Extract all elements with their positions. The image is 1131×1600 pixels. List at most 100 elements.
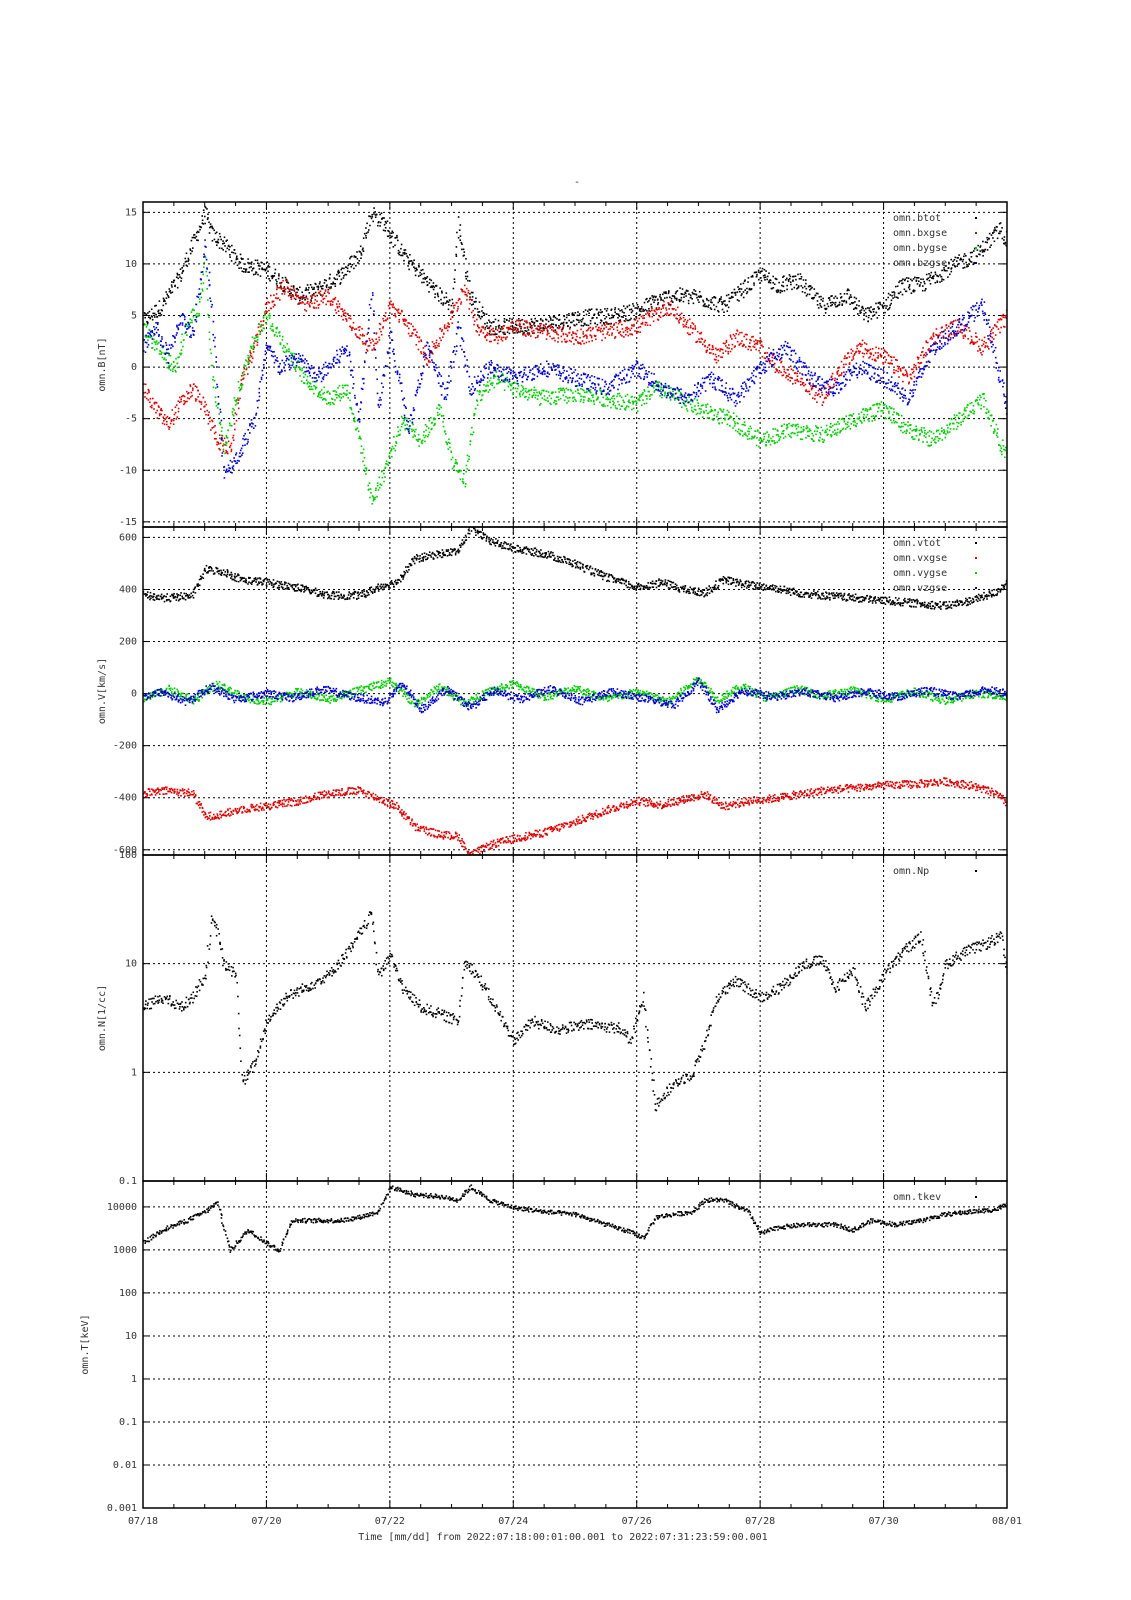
data-point — [966, 264, 968, 266]
data-point — [407, 256, 409, 259]
data-point — [885, 359, 887, 361]
data-point — [548, 332, 550, 335]
data-point — [425, 429, 427, 432]
data-point — [999, 222, 1002, 224]
data-point — [831, 372, 834, 375]
data-point — [466, 298, 468, 301]
data-point — [726, 310, 729, 312]
data-point — [579, 393, 581, 395]
data-point — [318, 303, 321, 306]
data-point — [418, 266, 420, 268]
data-point — [977, 244, 979, 247]
data-point — [746, 438, 749, 440]
data-point — [902, 367, 905, 369]
data-point — [488, 327, 491, 330]
data-point — [765, 360, 767, 362]
data-point — [654, 299, 656, 301]
data-point — [320, 300, 323, 302]
data-point — [342, 386, 344, 389]
data-point — [195, 303, 198, 306]
data-point — [806, 390, 809, 393]
data-point — [313, 302, 316, 304]
data-point — [674, 292, 677, 295]
data-point — [882, 361, 884, 364]
data-point — [766, 352, 769, 354]
data-point — [547, 320, 550, 323]
data-point — [829, 426, 831, 428]
data-point — [370, 342, 372, 344]
data-point — [638, 399, 641, 402]
data-point — [254, 417, 256, 419]
data-point — [1000, 447, 1002, 449]
data-point — [349, 256, 352, 258]
data-point — [721, 301, 723, 303]
data-point — [770, 437, 772, 440]
data-point — [925, 433, 928, 435]
data-point — [327, 288, 330, 291]
data-point — [619, 333, 622, 336]
data-point — [221, 455, 223, 457]
data-point — [459, 239, 461, 241]
data-point — [891, 291, 894, 294]
data-point — [997, 328, 1000, 330]
data-point — [652, 320, 655, 323]
data-point — [440, 330, 443, 332]
data-point — [459, 235, 462, 237]
data-point — [437, 295, 440, 298]
data-point — [769, 443, 772, 446]
data-point — [808, 428, 811, 430]
data-point — [742, 296, 745, 299]
data-point — [598, 314, 600, 316]
data-point — [820, 433, 822, 436]
data-point — [360, 445, 363, 448]
data-point — [751, 435, 753, 438]
data-point — [171, 419, 173, 421]
data-point — [176, 272, 179, 275]
data-point — [222, 448, 225, 451]
data-point — [217, 407, 219, 409]
data-point — [976, 399, 978, 401]
data-point — [762, 433, 765, 435]
data-point — [700, 295, 703, 298]
data-point — [692, 323, 695, 325]
data-point — [277, 371, 280, 373]
data-point — [279, 342, 282, 345]
data-point — [293, 290, 296, 292]
data-point — [535, 394, 537, 396]
data-point — [870, 408, 872, 411]
data-point — [911, 436, 914, 438]
data-point — [761, 355, 764, 358]
data-point — [619, 331, 622, 333]
data-point — [703, 341, 706, 343]
data-point — [477, 326, 480, 329]
data-point — [873, 359, 876, 362]
data-point — [751, 336, 753, 338]
data-point — [906, 430, 908, 432]
data-point — [224, 245, 226, 247]
data-point — [550, 326, 552, 328]
data-point — [704, 339, 706, 342]
data-point — [427, 427, 430, 429]
data-point — [658, 386, 660, 388]
data-point — [760, 279, 763, 282]
data-point — [910, 373, 912, 376]
data-point — [472, 316, 474, 318]
data-point — [934, 441, 936, 443]
data-point — [334, 393, 337, 396]
data-point — [628, 401, 630, 403]
data-point — [562, 326, 565, 328]
data-point — [160, 314, 163, 316]
data-point — [983, 340, 985, 343]
data-point — [189, 384, 192, 386]
data-point — [690, 409, 693, 412]
data-point — [739, 433, 741, 436]
data-point — [981, 251, 984, 253]
data-point — [992, 237, 994, 239]
data-point — [673, 295, 676, 297]
data-point — [363, 342, 366, 345]
data-point — [764, 432, 767, 435]
data-point — [1002, 445, 1005, 447]
data-point — [771, 440, 773, 442]
data-point — [425, 277, 428, 279]
data-point — [322, 294, 324, 296]
